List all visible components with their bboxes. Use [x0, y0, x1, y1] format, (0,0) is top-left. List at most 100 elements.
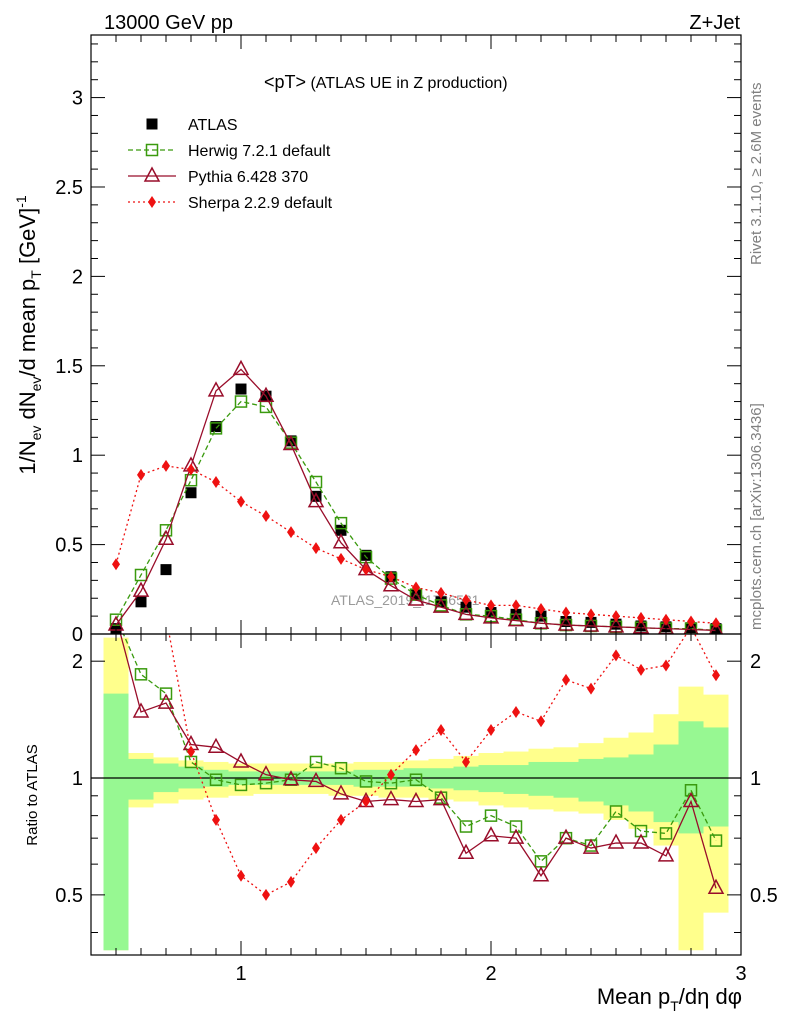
herwig-point: [409, 773, 423, 786]
herwig-point: [334, 516, 348, 530]
sherpa-point: [462, 594, 470, 607]
pythia-point: [157, 529, 175, 545]
sherpa-point: [412, 744, 420, 757]
atlas-data-point: [635, 620, 647, 632]
x-tick-label: 3: [735, 963, 746, 985]
ylabel-sub: T: [28, 270, 44, 279]
sherpa-point: [662, 613, 670, 626]
atlas-legend-label: ATLAS: [188, 117, 238, 134]
sherpa-point: [312, 842, 320, 855]
atlas-data-point: [285, 435, 297, 447]
header-energy-label: 13000 GeV pp: [104, 12, 233, 34]
ylabel-part: [GeV]: [15, 208, 40, 270]
sherpa-point: [312, 542, 320, 555]
herwig-legend-label: Herwig 7.2.1 default: [188, 143, 331, 160]
main-y-tick-label: 2: [72, 266, 83, 288]
sherpa-point: [537, 602, 545, 615]
pythia-point: [683, 619, 699, 634]
sherpa-point: [162, 459, 170, 472]
pythia-point: [132, 702, 150, 718]
sherpa-point: [662, 659, 670, 672]
herwig-point: [159, 524, 173, 537]
pythia-point: [332, 533, 350, 549]
pythia-point: [557, 828, 575, 844]
ratio-uncertainty-bands: [103, 637, 729, 951]
sherpa-point: [237, 869, 245, 882]
sherpa-point: [562, 606, 570, 619]
atlas-data-point: [560, 615, 572, 627]
sherpa-point: [387, 768, 395, 781]
ylabel-part: /d mean p: [15, 279, 40, 377]
sherpa-point: [337, 552, 345, 565]
herwig-point: [209, 422, 223, 435]
pythia-point: [432, 789, 450, 806]
pythia-point: [507, 828, 525, 844]
pythia-point: [532, 866, 550, 882]
sherpa-legend-label: Sherpa 2.2.9 default: [188, 195, 333, 212]
pythia-point: [457, 604, 475, 621]
x-axis-label: Mean pT/dη dφ: [597, 984, 742, 1014]
sherpa-point: [337, 813, 345, 826]
stat-uncertainty-band: [503, 765, 529, 794]
pythia-point: [207, 737, 225, 754]
main-plot: <pT> (ATLAS UE in Z production) ATLAS_20…: [264, 72, 508, 608]
stat-uncertainty-band: [603, 757, 629, 806]
stat-uncertainty-band: [678, 721, 704, 834]
sherpa-point: [362, 795, 370, 808]
plot-title-main: <pT>: [264, 72, 306, 92]
pythia-point: [232, 752, 250, 768]
pythia-point: [307, 492, 325, 508]
xlabel-sub: T: [670, 998, 679, 1014]
sherpa-point: [712, 617, 720, 630]
ratio-y-tick-label-right: 2: [750, 651, 761, 673]
sherpa-point: [437, 586, 445, 599]
pythia-line: [115, 368, 717, 632]
sherpa-point: [112, 340, 120, 352]
herwig-line: [115, 400, 717, 632]
pythia-point: [282, 434, 300, 451]
herwig-point: [684, 784, 698, 797]
herwig-point: [259, 776, 273, 790]
main-y-tick-label: 0: [72, 624, 83, 646]
ratio-y-tick-label: 1: [72, 768, 83, 790]
herwig-point: [309, 755, 323, 769]
herwig-point: [234, 778, 248, 792]
herwig-point: [134, 668, 148, 681]
herwig-point: [459, 820, 473, 833]
pythia-point: [708, 620, 724, 634]
main-y-tick-label: 2.5: [55, 177, 83, 199]
x-tick-label: 1: [235, 963, 246, 985]
sherpa-point: [487, 599, 495, 612]
herwig-ratio-line: [122, 634, 717, 863]
pythia-point: [257, 386, 275, 402]
herwig-point: [234, 395, 248, 408]
herwig-point: [709, 834, 723, 847]
pythia-point: [143, 166, 161, 182]
atlas-data-point: [435, 596, 447, 608]
main-y-tick-label: 1.5: [55, 356, 83, 378]
sherpa-point: [112, 558, 120, 571]
sherpa-point: [712, 669, 720, 682]
sherpa-point: [287, 526, 295, 539]
sherpa-point: [262, 888, 270, 901]
pythia-point: [157, 693, 175, 709]
sherpa-point: [487, 723, 495, 736]
plot-title: <pT> (ATLAS UE in Z production): [264, 72, 508, 92]
stat-uncertainty-band: [553, 761, 579, 798]
sherpa-point: [512, 705, 520, 718]
sherpa-point: [612, 649, 620, 662]
sherpa-point: [687, 615, 695, 628]
plot-title-subtitle: (ATLAS UE in Z production): [306, 75, 508, 92]
sherpa-point: [212, 476, 220, 489]
stat-uncertainty-band: [103, 693, 129, 951]
ratio-y-tick-label: 0.5: [55, 885, 83, 907]
pythia-point: [382, 789, 400, 806]
pythia-point: [582, 838, 600, 854]
atlas-data-point: [485, 607, 497, 619]
ratio-series: [91, 340, 741, 901]
main-y-tick-label: 0.5: [55, 535, 83, 557]
atlas-data-point: [235, 383, 247, 395]
main-series: [107, 359, 724, 634]
pythia-point: [632, 833, 650, 849]
